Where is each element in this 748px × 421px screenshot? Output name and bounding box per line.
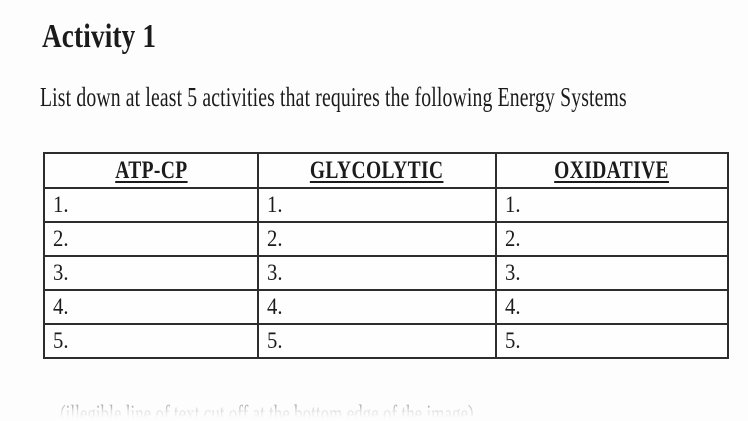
row-number: 3. — [267, 260, 283, 285]
header-row: ATP-CP GLYCOLYTIC OXIDATIVE — [43, 152, 729, 189]
answer-cell: 1. — [257, 187, 497, 223]
row-number: 2. — [53, 226, 69, 251]
column-header-label: OXIDATIVE — [554, 156, 670, 184]
answer-cell: 4. — [257, 289, 497, 325]
answer-cell: 1. — [495, 187, 729, 223]
answer-cell: 4. — [495, 289, 729, 325]
column-header-oxidative: OXIDATIVE — [495, 152, 729, 189]
answer-cell: 4. — [43, 289, 259, 325]
energy-systems-table: ATP-CP GLYCOLYTIC OXIDATIVE 1. 1. 1. 2. … — [43, 152, 729, 359]
row-number: 3. — [53, 260, 69, 285]
row-number: 1. — [505, 192, 521, 217]
answer-cell: 1. — [43, 187, 259, 223]
row-number: 5. — [267, 328, 283, 353]
column-header-glycolytic: GLYCOLYTIC — [257, 152, 497, 189]
answer-cell: 3. — [495, 255, 729, 291]
table-row: 3. 3. 3. — [43, 255, 729, 291]
column-header-label: GLYCOLYTIC — [310, 156, 444, 184]
table-row: 4. 4. 4. — [43, 289, 729, 325]
row-number: 1. — [53, 192, 69, 217]
row-number: 2. — [267, 226, 283, 251]
row-number: 4. — [53, 294, 69, 319]
column-header-atp-cp: ATP-CP — [43, 152, 259, 189]
table-row: 1. 1. 1. — [43, 187, 729, 223]
answer-cell: 2. — [495, 221, 729, 257]
row-number: 4. — [267, 294, 283, 319]
instruction-text: List down at least 5 activities that req… — [40, 82, 627, 112]
row-number: 5. — [53, 328, 69, 353]
answer-cell: 5. — [257, 323, 497, 359]
row-number: 1. — [267, 192, 283, 217]
answer-cell: 5. — [495, 323, 729, 359]
table-row: 2. 2. 2. — [43, 221, 729, 257]
row-number: 3. — [505, 260, 521, 285]
column-header-label: ATP-CP — [114, 156, 188, 184]
answer-cell: 3. — [257, 255, 497, 291]
answer-cell: 2. — [43, 221, 259, 257]
activity-title: Activity 1 — [42, 18, 157, 55]
row-number: 2. — [505, 226, 521, 251]
answer-cell: 2. — [257, 221, 497, 257]
answer-cell: 3. — [43, 255, 259, 291]
row-number: 5. — [505, 328, 521, 353]
table-row: 5. 5. 5. — [43, 323, 729, 359]
answer-cell: 5. — [43, 323, 259, 359]
clipped-bottom-text: (illegible line of text cut off at the b… — [60, 402, 474, 421]
row-number: 4. — [505, 294, 521, 319]
